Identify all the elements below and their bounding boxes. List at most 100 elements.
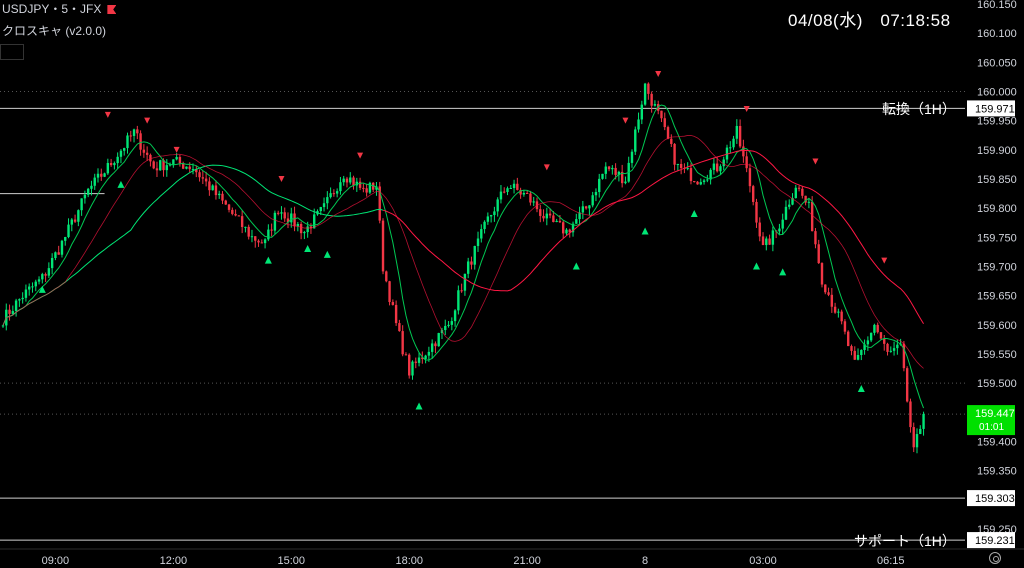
- candle-body: [313, 214, 316, 229]
- candle-body: [198, 172, 201, 178]
- candle-body: [581, 206, 585, 213]
- buy-signal: [323, 250, 331, 258]
- sell-signal: [812, 158, 819, 165]
- indicator-title[interactable]: クロスキャ (v2.0.0): [2, 24, 107, 38]
- candle-body: [83, 194, 87, 199]
- candle-body: [401, 331, 404, 355]
- candle-body: [244, 226, 247, 228]
- candle-body: [371, 182, 375, 190]
- candle-body: [689, 168, 693, 182]
- y-tick-label: 160.000: [977, 87, 1017, 99]
- candle-body: [499, 191, 503, 200]
- candle-body: [532, 201, 535, 203]
- candle-body: [378, 186, 381, 221]
- candle-body: [453, 310, 457, 322]
- candle-body: [715, 163, 719, 172]
- candle-body: [869, 332, 873, 341]
- sell-signal: [357, 152, 364, 159]
- candle-body: [473, 246, 476, 265]
- candle-body: [404, 354, 408, 356]
- buy-signal: [264, 256, 272, 264]
- candle-body: [306, 226, 309, 233]
- candle-body: [181, 163, 185, 169]
- candle-body: [188, 166, 191, 170]
- candle-body: [896, 344, 899, 349]
- candle-body: [584, 206, 588, 209]
- candle-body: [624, 181, 627, 184]
- candle-body: [902, 343, 906, 369]
- candle-body: [332, 193, 336, 195]
- current-price-bg: [967, 405, 1015, 436]
- candle-body: [810, 201, 814, 232]
- candle-body: [293, 213, 296, 227]
- candle-body: [837, 311, 840, 313]
- candle-body: [391, 302, 395, 305]
- y-tick-label: 160.150: [977, 0, 1017, 11]
- sell-signal: [104, 111, 111, 118]
- candle-body: [794, 187, 797, 199]
- candle-body: [516, 183, 519, 190]
- candle-body: [201, 177, 205, 179]
- candle-body: [548, 213, 552, 216]
- candle-body: [742, 146, 745, 157]
- candle-body: [850, 346, 853, 351]
- sell-signal: [278, 176, 285, 182]
- candle-body: [326, 197, 329, 204]
- candle-body: [558, 220, 562, 223]
- candle-body: [824, 284, 827, 293]
- candle-body: [856, 354, 860, 360]
- candle-body: [607, 166, 611, 170]
- symbol-title[interactable]: USDJPY・5・JFX: [2, 0, 117, 17]
- sell-signal: [743, 106, 750, 112]
- candle-body: [123, 148, 126, 151]
- y-tick-label: 159.500: [977, 378, 1017, 390]
- candle-body: [8, 309, 11, 314]
- candle-body: [470, 261, 473, 265]
- candle-body: [352, 177, 355, 186]
- settings-icon[interactable]: [989, 552, 1001, 564]
- x-tick-label: 06:15: [877, 555, 905, 567]
- candle-body: [257, 240, 260, 243]
- candle-body: [358, 181, 362, 188]
- legend-toggle[interactable]: [0, 44, 24, 60]
- candle-body: [54, 252, 57, 258]
- candle-body: [748, 168, 752, 187]
- candle-body: [784, 206, 788, 220]
- candle-body: [185, 166, 188, 169]
- candle-body: [860, 349, 863, 355]
- candle-body: [561, 222, 565, 234]
- candle-body: [109, 163, 113, 166]
- candle-body: [280, 212, 283, 214]
- buy-signal: [752, 262, 760, 270]
- candle-body: [634, 129, 637, 152]
- candle-body: [706, 179, 709, 181]
- candle-body: [814, 231, 817, 245]
- candle-body: [804, 195, 807, 203]
- candle-body: [303, 232, 306, 234]
- candle-body: [873, 324, 876, 333]
- candle-body: [342, 178, 345, 183]
- sell-signal: [881, 257, 888, 264]
- line-label-turn: 転換（1H）: [882, 101, 956, 117]
- buy-signal: [690, 210, 698, 217]
- candle-body: [142, 149, 146, 153]
- candle-body: [712, 163, 716, 170]
- candle-body: [90, 185, 93, 189]
- candle-body: [411, 361, 414, 376]
- candle-body: [339, 182, 342, 192]
- candle-body: [905, 368, 909, 402]
- candle-body: [273, 212, 277, 231]
- candle-body: [191, 169, 195, 171]
- candle-body: [86, 188, 90, 195]
- candle-body: [758, 222, 761, 237]
- candle-body: [673, 143, 676, 165]
- candle-body: [866, 340, 870, 345]
- candle-body: [31, 286, 34, 288]
- candle-body: [247, 226, 250, 237]
- candle-body: [168, 164, 172, 166]
- y-tick-label: 159.650: [977, 291, 1017, 303]
- price-tag: 159.971: [975, 103, 1015, 115]
- y-tick-label: 159.950: [977, 116, 1017, 128]
- y-tick-label: 159.550: [977, 349, 1017, 361]
